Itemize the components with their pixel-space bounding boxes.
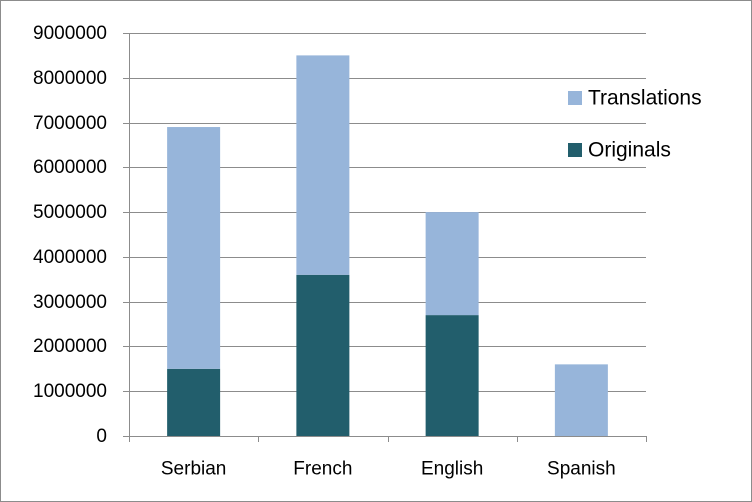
y-tick-label: 9000000 [33,23,107,44]
y-tick-label: 1000000 [33,381,107,402]
y-tick-label: 6000000 [33,157,107,178]
y-tick-labels: 0 1000000 2000000 3000000 4000000 5000000 6000… [33,23,107,447]
y-tick-label: 3000000 [33,292,107,313]
y-tick-label: 5000000 [33,202,107,223]
y-tick-label: 7000000 [33,113,107,134]
x-tick-label-french: French [293,459,352,480]
bar-translations-spanish [554,364,608,436]
y-tick-label: 8000000 [33,68,107,89]
bar-originals-french [296,274,350,436]
bar-translations-serbian [167,127,221,369]
bar-translations-french [296,55,350,275]
bar-originals-serbian [167,368,221,436]
legend-label-originals: Originals [588,139,671,162]
legend-swatch-translations [568,91,582,105]
bar-translations-english [425,212,479,316]
y-tick-label: 0 [96,426,107,447]
legend: Translations Originals [568,87,702,162]
legend-swatch-originals [568,143,582,157]
x-tick-label-english: English [421,459,483,480]
y-tick-label: 4000000 [33,247,107,268]
x-tick-label-spanish: Spanish [547,459,616,480]
x-tick-labels: Serbian French English Spanish [161,459,616,480]
bar-originals-english [425,315,479,436]
legend-label-translations: Translations [588,87,702,110]
bars [167,55,608,436]
y-tick-label: 2000000 [33,336,107,357]
axes [123,33,647,442]
x-tick-label-serbian: Serbian [161,459,227,480]
